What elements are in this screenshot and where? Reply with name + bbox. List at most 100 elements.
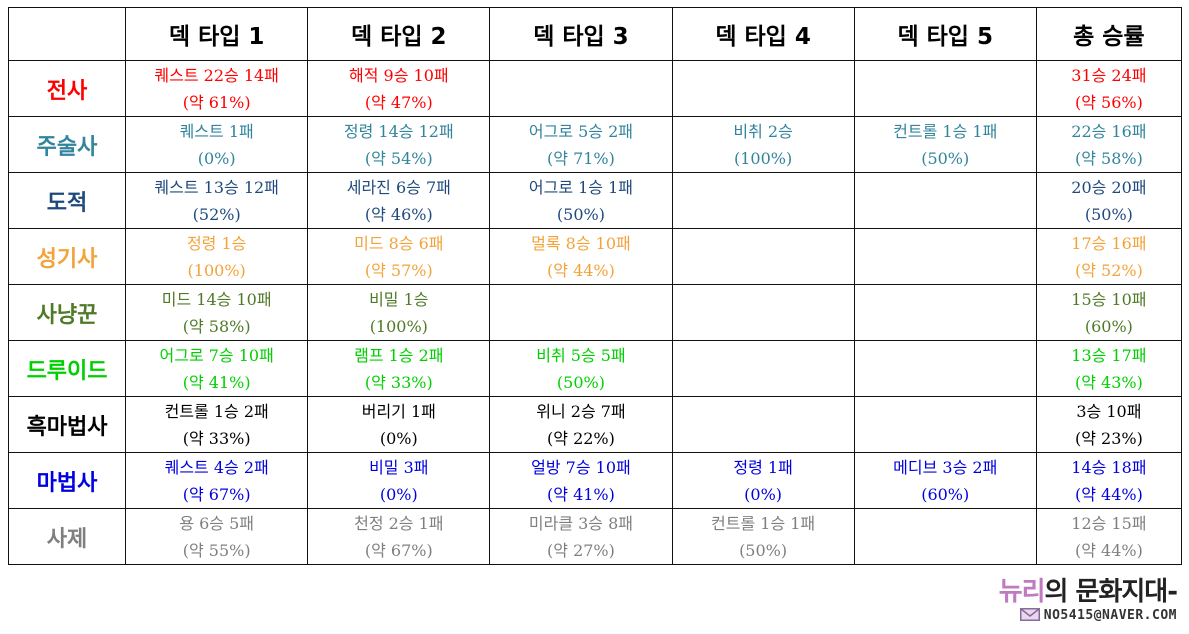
header-deck-type-4: 덱 타입 4 xyxy=(671,7,855,61)
win-percentage: (약 71%) xyxy=(547,148,615,168)
win-loss-record: 멀록 8승 10패 xyxy=(531,233,631,253)
win-loss-record: 램프 1승 2패 xyxy=(354,345,444,365)
win-percentage: (약 46%) xyxy=(364,204,433,224)
deck-record-cell: 미드 14승 10패 (약 58%) xyxy=(125,284,309,341)
header-deck-type-1: 덱 타입 1 xyxy=(125,7,309,61)
deck-record-cell xyxy=(489,284,673,341)
header-total-win-rate: 총 승률 xyxy=(1035,7,1183,61)
header-deck-type-2: 덱 타입 2 xyxy=(307,7,491,61)
deck-record-cell xyxy=(671,340,855,397)
win-loss-record: 퀘스트 4승 2패 xyxy=(164,457,269,477)
win-loss-record: 용 6승 5패 xyxy=(179,513,255,533)
blog-title: 뉴리의 문화지대- xyxy=(998,577,1178,607)
deck-record-cell: 퀘스트 1패 (0%) xyxy=(125,116,309,173)
win-loss-record: 3승 10패 xyxy=(1076,401,1142,421)
class-name-cell: 성기사 xyxy=(7,228,127,285)
win-percentage: (약 55%) xyxy=(182,540,251,560)
deck-record-cell xyxy=(853,228,1037,285)
deck-record-cell: 비취 5승 5패 (50%) xyxy=(489,340,673,397)
deck-record-cell: 해적 9승 10패 (약 47%) xyxy=(307,60,491,117)
total-record-cell: 31승 24패 (약 56%) xyxy=(1035,60,1183,117)
win-percentage: (약 33%) xyxy=(364,372,433,392)
win-loss-record: 미라클 3승 8패 xyxy=(528,513,634,533)
header-corner xyxy=(7,7,127,61)
win-percentage: (약 58%) xyxy=(182,316,251,336)
win-loss-record: 31승 24패 xyxy=(1071,65,1147,85)
win-percentage: (100%) xyxy=(187,260,246,280)
deck-record-cell xyxy=(671,396,855,453)
envelope-icon xyxy=(1019,608,1040,621)
class-name-cell: 도적 xyxy=(7,172,127,229)
win-percentage: (50%) xyxy=(556,204,605,224)
header-deck-type-5: 덱 타입 5 xyxy=(853,7,1037,61)
deck-record-cell: 어그로 1승 1패 (50%) xyxy=(489,172,673,229)
win-percentage: (약 23%) xyxy=(1074,428,1143,448)
win-percentage: (약 54%) xyxy=(364,148,433,168)
win-loss-record: 정령 1패 xyxy=(733,457,793,477)
win-percentage: (약 44%) xyxy=(1074,540,1143,560)
deck-record-cell: 퀘스트 4승 2패 (약 67%) xyxy=(125,452,309,509)
total-record-cell: 20승 20패 (50%) xyxy=(1035,172,1183,229)
header-row: 덱 타입 1 덱 타입 2 덱 타입 3 덱 타입 4 덱 타입 5 총 승률 xyxy=(7,7,1183,61)
class-name-cell: 사제 xyxy=(7,508,127,565)
blog-signature: 뉴리의 문화지대- NO5415@NAVER.COM xyxy=(998,577,1178,625)
deck-record-cell: 램프 1승 2패 (약 33%) xyxy=(307,340,491,397)
deck-record-cell: 용 6승 5패 (약 55%) xyxy=(125,508,309,565)
win-loss-record: 어그로 7승 10패 xyxy=(159,345,274,365)
win-percentage: (0%) xyxy=(197,148,236,168)
deck-record-cell: 위니 2승 7패 (약 22%) xyxy=(489,396,673,453)
win-loss-record: 미드 8승 6패 xyxy=(354,233,444,253)
deck-record-cell: 얼방 7승 10패 (약 41%) xyxy=(489,452,673,509)
deck-record-cell xyxy=(853,508,1037,565)
total-record-cell: 13승 17패 (약 43%) xyxy=(1035,340,1183,397)
deck-record-cell: 퀘스트 13승 12패 (52%) xyxy=(125,172,309,229)
win-loss-record: 22승 16패 xyxy=(1071,121,1147,141)
deck-record-cell xyxy=(671,284,855,341)
deck-record-cell: 비취 2승 (100%) xyxy=(671,116,855,173)
deck-record-cell: 세라진 6승 7패 (약 46%) xyxy=(307,172,491,229)
table-row: 사제 용 6승 5패 (약 55%) 천정 2승 1패 (약 67%) 미라클 3승 8패… xyxy=(7,508,1183,565)
blog-email-text: NO5415@NAVER.COM xyxy=(1043,608,1177,623)
total-record-cell: 17승 16패 (약 52%) xyxy=(1035,228,1183,285)
table-row: 마법사 퀘스트 4승 2패 (약 67%) 비밀 3패 (0%) 얼방 7승 10패 (약 … xyxy=(7,452,1183,509)
table-row: 흑마법사 컨트롤 1승 2패 (약 33%) 버리기 1패 (0%) 위니 2승 7패 (약… xyxy=(7,396,1183,453)
deck-record-cell: 컨트롤 1승 1패 (50%) xyxy=(853,116,1037,173)
total-record-cell: 22승 16패 (약 58%) xyxy=(1035,116,1183,173)
win-loss-record: 퀘스트 1패 xyxy=(179,121,254,141)
deck-record-cell: 멀록 8승 10패 (약 44%) xyxy=(489,228,673,285)
class-name-cell: 사냥꾼 xyxy=(7,284,127,341)
win-percentage: (약 41%) xyxy=(182,372,251,392)
blog-title-accent: 뉴리 xyxy=(998,577,1046,607)
win-percentage: (50%) xyxy=(739,540,788,560)
win-percentage: (약 67%) xyxy=(364,540,433,560)
win-loss-record: 14승 18패 xyxy=(1071,457,1147,477)
deck-record-cell xyxy=(853,60,1037,117)
table-row: 도적 퀘스트 13승 12패 (52%) 세라진 6승 7패 (약 46%) 어그로 1승… xyxy=(7,172,1183,229)
win-loss-record: 버리기 1패 xyxy=(361,401,436,421)
win-loss-record: 컨트롤 1승 1패 xyxy=(711,513,816,533)
win-loss-record: 해적 9승 10패 xyxy=(349,65,449,85)
deck-record-cell: 컨트롤 1승 1패 (50%) xyxy=(671,508,855,565)
win-loss-record: 위니 2승 7패 xyxy=(536,401,626,421)
total-record-cell: 15승 10패 (60%) xyxy=(1035,284,1183,341)
win-percentage: (약 22%) xyxy=(547,428,615,448)
win-percentage: (52%) xyxy=(192,204,241,224)
win-loss-record: 비취 2승 xyxy=(733,121,793,141)
win-percentage: (0%) xyxy=(379,428,418,448)
win-percentage: (60%) xyxy=(921,484,970,504)
win-percentage: (약 61%) xyxy=(182,92,251,112)
win-loss-record: 퀘스트 22승 14패 xyxy=(154,65,279,85)
deck-record-cell: 비밀 1승 (100%) xyxy=(307,284,491,341)
table-row: 전사 퀘스트 22승 14패 (약 61%) 해적 9승 10패 (약 47%) 31승 … xyxy=(7,60,1183,117)
deck-record-cell xyxy=(671,172,855,229)
win-percentage: (약 52%) xyxy=(1074,260,1143,280)
win-percentage: (100%) xyxy=(733,148,793,168)
win-loss-record: 12승 15패 xyxy=(1071,513,1147,533)
deck-record-cell xyxy=(853,340,1037,397)
deck-record-cell: 메디브 3승 2패 (60%) xyxy=(853,452,1037,509)
win-percentage: (50%) xyxy=(921,148,970,168)
deck-record-cell: 비밀 3패 (0%) xyxy=(307,452,491,509)
class-name-cell: 드루이드 xyxy=(7,340,127,397)
deck-record-cell xyxy=(489,60,673,117)
total-record-cell: 12승 15패 (약 44%) xyxy=(1035,508,1183,565)
